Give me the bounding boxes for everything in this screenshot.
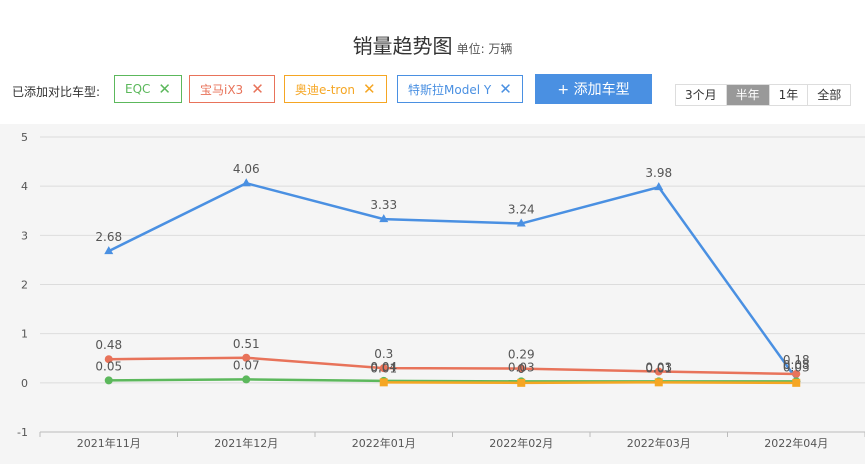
- data-label: 0.05: [95, 359, 122, 373]
- chart-title-row: 销量趋势图单位: 万辆: [0, 30, 865, 59]
- close-icon[interactable]: ✕: [499, 82, 512, 97]
- chip-label: 宝马iX3: [200, 81, 243, 98]
- data-label: 0.07: [233, 358, 260, 372]
- data-point-square: [792, 379, 800, 387]
- compare-toolbar: 已添加对比车型: EQC ✕ 宝马iX3 ✕ 奥迪e-tron ✕ 特斯拉Model …: [12, 74, 862, 106]
- y-tick-label: 5: [21, 131, 28, 144]
- data-point-square: [655, 378, 663, 386]
- y-tick-label: 0: [21, 377, 28, 390]
- x-tick-label: 2022年01月: [352, 436, 416, 450]
- chip-label: EQC: [125, 82, 150, 96]
- data-label: 0.48: [95, 338, 122, 352]
- data-label: 0.01: [370, 361, 397, 375]
- y-tick-label: 1: [21, 328, 28, 341]
- data-label: 3.98: [645, 166, 672, 180]
- y-tick-label: 3: [21, 229, 28, 242]
- x-tick-label: 2021年12月: [214, 436, 278, 450]
- data-point-triangle: [242, 178, 251, 186]
- chip-tesla-model-y[interactable]: 特斯拉Model Y ✕: [397, 75, 523, 103]
- chip-label: 奥迪e-tron: [295, 81, 355, 98]
- page-title: 销量趋势图: [353, 34, 453, 58]
- data-label: 0: [517, 362, 525, 376]
- y-tick-label: 2: [21, 279, 28, 292]
- x-tick-label: 2021年11月: [77, 436, 141, 450]
- time-range-selector: 3个月 半年 1年 全部: [675, 84, 851, 106]
- compare-label: 已添加对比车型:: [12, 83, 100, 100]
- sales-trend-chart: -1 0 1 2 3 4 5 2021年11月 2021年12月 2022年01月 2022年02月…: [0, 124, 865, 464]
- data-label: 3.33: [370, 198, 397, 212]
- series-line: [109, 379, 797, 381]
- data-label: 0.51: [233, 337, 260, 351]
- series-line: [109, 358, 797, 374]
- x-tick-label: 2022年04月: [764, 436, 828, 450]
- data-point-square: [380, 378, 388, 386]
- chip-bmw-ix3[interactable]: 宝马iX3 ✕: [189, 75, 275, 103]
- data-label: 3.24: [508, 203, 535, 217]
- data-point-square: [517, 379, 525, 387]
- y-tick-label: -1: [17, 426, 28, 439]
- chip-audi-etron[interactable]: 奥迪e-tron ✕: [284, 75, 387, 103]
- y-tick-label: 4: [21, 180, 28, 193]
- data-label: 0.08: [783, 358, 810, 372]
- close-icon[interactable]: ✕: [158, 82, 171, 97]
- range-all[interactable]: 全部: [808, 85, 850, 105]
- close-icon[interactable]: ✕: [251, 82, 264, 97]
- close-icon[interactable]: ✕: [363, 82, 376, 97]
- series-line: [109, 183, 797, 379]
- data-label: 2.68: [95, 230, 122, 244]
- chip-label: 特斯拉Model Y: [408, 81, 491, 98]
- x-tick-label: 2022年02月: [489, 436, 553, 450]
- data-label: 4.06: [233, 162, 260, 176]
- chip-eqc[interactable]: EQC ✕: [114, 75, 182, 103]
- data-point-circle: [105, 376, 113, 384]
- data-label: 0.01: [645, 361, 672, 375]
- unit-label: 单位: 万辆: [457, 42, 513, 56]
- add-model-button[interactable]: + 添加车型: [535, 74, 652, 104]
- data-point-circle: [242, 375, 250, 383]
- range-1-year[interactable]: 1年: [770, 85, 809, 105]
- x-tick-label: 2022年03月: [627, 436, 691, 450]
- range-3-months[interactable]: 3个月: [676, 85, 727, 105]
- range-half-year[interactable]: 半年: [727, 85, 770, 105]
- chart-area: -1 0 1 2 3 4 5 2021年11月 2021年12月 2022年01月 2022年02月…: [0, 124, 865, 464]
